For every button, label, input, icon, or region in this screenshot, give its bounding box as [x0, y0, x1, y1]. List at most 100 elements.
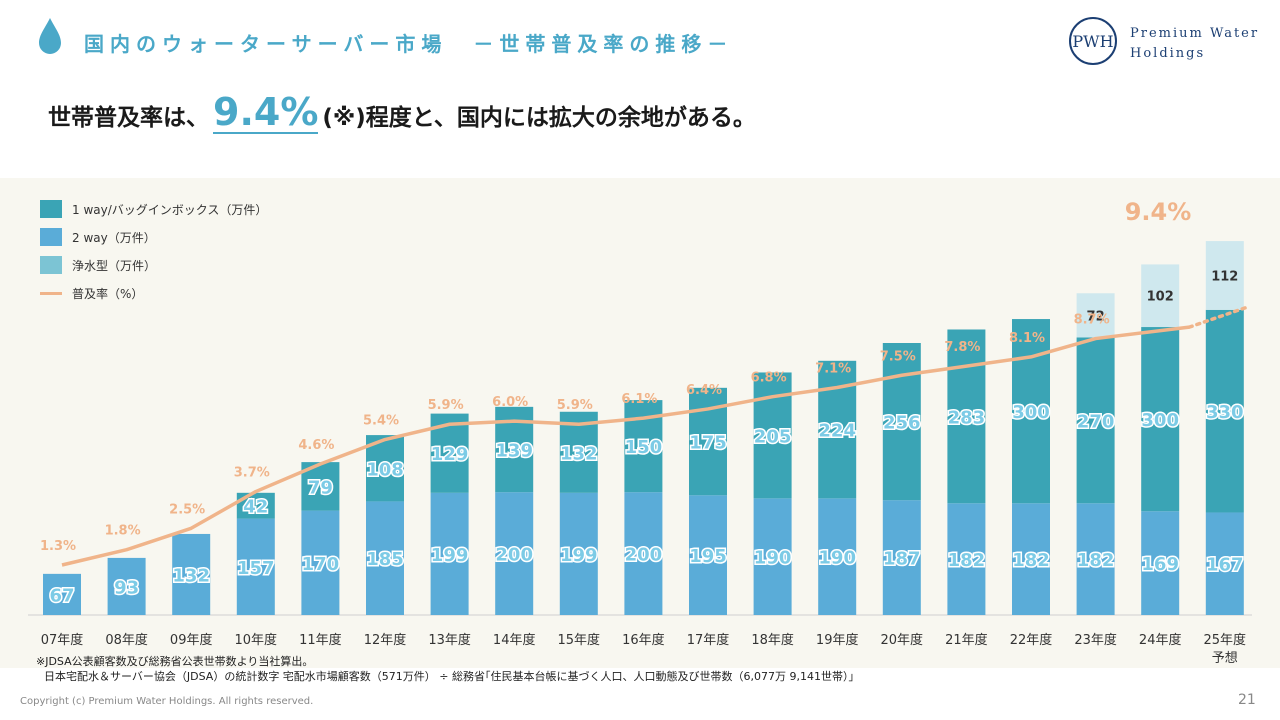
- bar-purifier: [1076, 293, 1115, 338]
- bar-two-way: [818, 498, 857, 615]
- x-tick-label: 08年度: [105, 632, 148, 648]
- x-tick-label: 10年度: [235, 632, 278, 648]
- rate-label-final: 9.4%: [1125, 198, 1192, 226]
- rate-label: 5.4%: [363, 414, 399, 429]
- bar-label-one-way: 270: [1077, 411, 1115, 432]
- legend-item-purifier: 浄水型（万件）: [40, 251, 267, 279]
- bar-label-two-way: 199: [431, 545, 469, 566]
- bar-two-way: [495, 492, 534, 615]
- bar-label-one-way: 205: [754, 426, 792, 447]
- bar-label-one-way: 224: [818, 421, 856, 442]
- x-tick-label: 15年度: [558, 632, 601, 648]
- bar-two-way: [1076, 503, 1115, 615]
- rate-label: 6.1%: [621, 392, 657, 407]
- bar-label-one-way: 132: [560, 443, 598, 464]
- bar-label-two-way: 93: [114, 577, 139, 598]
- x-tick-label: 21年度: [945, 632, 988, 648]
- legend-label-rate: 普及率（%）: [72, 286, 144, 301]
- bar-label-two-way: 167: [1206, 555, 1244, 576]
- bar-one-way: [947, 329, 986, 504]
- footnote-line-1: ※JDSA公表顧客数及び総務省公表世帯数より当社算出。: [36, 655, 314, 668]
- legend-item-one-way: 1 way/バッグインボックス（万件）: [40, 195, 267, 223]
- bar-label-one-way: 300: [1012, 402, 1050, 423]
- bar-label-two-way: 190: [818, 548, 856, 569]
- headline-value: 9.4%: [213, 90, 319, 134]
- legend-label-one-way: 1 way/バッグインボックス（万件）: [72, 202, 268, 217]
- bar-label-one-way: 42: [243, 497, 268, 518]
- x-tick-label: 11年度: [299, 632, 342, 648]
- bar-label-two-way: 200: [495, 545, 533, 566]
- bar-one-way: [1141, 327, 1180, 512]
- bar-label-two-way: 182: [948, 550, 986, 571]
- x-tick-label: 13年度: [428, 632, 471, 648]
- chart-legend: 1 way/バッグインボックス（万件） 2 way（万件） 浄水型（万件） 普及…: [40, 195, 267, 307]
- x-tick-label: 20年度: [881, 632, 924, 648]
- legend-swatch-two-way: [40, 228, 62, 246]
- bar-label-two-way: 199: [560, 545, 598, 566]
- bar-label-two-way: 185: [366, 549, 404, 570]
- bar-label-two-way: 182: [1012, 550, 1050, 571]
- x-tick-label: 14年度: [493, 632, 536, 648]
- rate-label: 3.7%: [234, 466, 270, 481]
- company-logo: PWH Premium Water Holdings: [1068, 16, 1264, 70]
- water-drop-icon: [39, 18, 61, 54]
- legend-item-two-way: 2 way（万件）: [40, 223, 267, 251]
- bar-label-two-way: 200: [625, 545, 663, 566]
- x-tick-label: 24年度: [1139, 632, 1182, 648]
- rate-label: 7.8%: [944, 340, 980, 355]
- bar-two-way: [1205, 512, 1244, 615]
- x-tick-label: 23年度: [1074, 632, 1117, 648]
- bar-two-way: [107, 557, 146, 615]
- bar-label-one-way: 300: [1141, 410, 1179, 431]
- headline: 世帯普及率は、 9.4% (※)程度と、国内には拡大の余地がある。: [48, 92, 756, 134]
- logo-line-2: Holdings: [1130, 46, 1206, 61]
- legend-label-two-way: 2 way（万件）: [72, 230, 156, 245]
- bar-label-two-way: 67: [49, 585, 74, 606]
- rate-label: 4.6%: [298, 438, 334, 453]
- legend-swatch-purifier: [40, 256, 62, 274]
- legend-item-rate: 普及率（%）: [40, 279, 267, 307]
- bar-label-one-way: 79: [308, 477, 333, 498]
- bar-one-way: [1205, 309, 1244, 513]
- bar-purifier: [1141, 264, 1180, 328]
- bar-label-two-way: 195: [689, 546, 727, 567]
- legend-label-purifier: 浄水型（万件）: [72, 258, 157, 273]
- bar-label-purifier: 72: [1087, 309, 1105, 324]
- page-title: 国内のウォーターサーバー市場 －世帯普及率の推移－: [84, 28, 733, 57]
- bar-one-way: [1012, 319, 1050, 504]
- bar-two-way: [236, 518, 275, 615]
- rate-label: 5.9%: [557, 398, 593, 413]
- bar-purifier: [1205, 241, 1244, 310]
- headline-post: (※)程度と、国内には拡大の余地がある。: [322, 105, 756, 131]
- bar-label-one-way: 256: [883, 413, 921, 434]
- bar-two-way: [624, 492, 663, 615]
- bar-two-way: [172, 533, 211, 615]
- page-number: 21: [1238, 692, 1256, 708]
- logo-wordmark: Premium Water Holdings: [1130, 24, 1259, 64]
- bar-label-one-way: 108: [366, 459, 404, 480]
- footnote: ※JDSA公表顧客数及び総務省公表世帯数より当社算出。 日本宅配水＆サーバー協会…: [36, 654, 854, 684]
- x-tick-label: 25年度: [1204, 632, 1247, 648]
- rate-label: 8.1%: [1009, 331, 1045, 346]
- logo-mark-text: PWH: [1072, 32, 1113, 51]
- bar-two-way: [1141, 511, 1180, 615]
- household-penetration-chart: 67 07年度 93 08年度 132 09年度 157 42 10年度 170 79 11年度 185…: [28, 198, 1252, 666]
- bar-label-two-way: 169: [1141, 554, 1179, 575]
- x-tick-label: 18年度: [751, 632, 794, 648]
- rate-line: [61, 325, 1190, 567]
- legend-swatch-one-way: [40, 200, 62, 218]
- bar-label-one-way: 129: [431, 444, 469, 465]
- bar-label-one-way: 175: [689, 433, 727, 454]
- rate-label: 7.1%: [815, 362, 851, 377]
- rate-label: 8.7%: [1074, 313, 1110, 328]
- bar-label-two-way: 132: [172, 565, 210, 586]
- x-tick-label: 予想: [1212, 650, 1238, 666]
- x-tick-label: 19年度: [816, 632, 859, 648]
- bar-label-two-way: 182: [1077, 550, 1115, 571]
- x-tick-label: 22年度: [1010, 632, 1053, 648]
- bar-label-one-way: 139: [495, 441, 533, 462]
- x-tick-label: 07年度: [41, 632, 84, 648]
- rate-line-projection: [1187, 305, 1250, 329]
- page-title-sub: －世帯普及率の推移－: [473, 32, 734, 56]
- bar-label-one-way: 330: [1206, 402, 1244, 423]
